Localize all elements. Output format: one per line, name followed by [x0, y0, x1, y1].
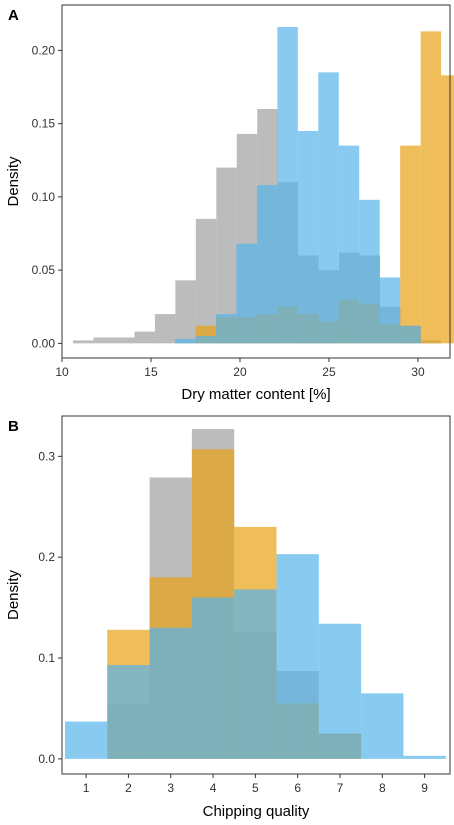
panel-a-frame	[61, 4, 451, 359]
panel-a-y-axis-title: Density	[5, 156, 22, 207]
panel-a-bar	[236, 243, 257, 344]
panel-b-y-axis-title: Density	[5, 569, 22, 620]
panel-b-bar	[403, 755, 446, 759]
panel-a-y-tick-label: 0.15	[32, 117, 56, 131]
panel-b-bar	[107, 665, 150, 759]
panel-a-x-axis-title: Dry matter content [%]	[181, 386, 330, 403]
panel-a-bar	[338, 145, 360, 344]
panel-b-bar	[234, 589, 277, 759]
panel-a-bar	[215, 314, 237, 344]
panel-b-x-axis-title: Chipping quality	[203, 803, 310, 820]
panel-a-y-tick-label: 0.10	[32, 190, 56, 204]
panel-a-bar	[113, 337, 135, 344]
panel-a-bar	[359, 199, 380, 344]
panel-a-bar	[73, 340, 94, 344]
panel-a-x-tick-label: 20	[233, 365, 247, 379]
panel-a-bar	[195, 336, 216, 344]
panel-b-y-tick-label: 0.3	[38, 449, 55, 463]
panel-b-bar	[276, 554, 319, 759]
panel-a-bar	[216, 167, 237, 344]
panel-b-label: B	[8, 418, 19, 435]
panel-b-frame	[61, 415, 451, 775]
panel-b-x-tick-label: 8	[379, 781, 386, 795]
panel-b-x-tick-label: 2	[125, 781, 132, 795]
panel-b-x-tick-label: 3	[167, 781, 174, 795]
panel-b-bar	[318, 623, 362, 759]
panel-a-bar	[256, 185, 278, 344]
panel-a-bar	[400, 145, 421, 344]
panel-b-bar	[149, 627, 192, 759]
panel-b-x-tick-label: 5	[252, 781, 259, 795]
panel-a-y-tick-label: 0.00	[32, 336, 56, 350]
panel-a-series-3	[175, 26, 421, 344]
panel-b-y-tick-label: 0.2	[38, 550, 55, 564]
panel-b-series-3	[64, 554, 446, 759]
panel-b-x-tick-label: 1	[83, 781, 90, 795]
panel-b-x-tick-label: 6	[294, 781, 301, 795]
panel-a-bar	[318, 72, 339, 344]
panel-b-x-tick-label: 4	[210, 781, 217, 795]
panel-a-label: A	[8, 7, 19, 24]
panel-a-y-tick-label: 0.20	[32, 43, 56, 57]
panel-a-bar	[441, 75, 454, 344]
panel-b-x-tick-label: 7	[337, 781, 344, 795]
panel-a-bar	[175, 338, 196, 344]
panel-a-bar	[195, 218, 217, 344]
panel-a-bar	[277, 26, 298, 344]
panel-a-bar	[154, 314, 176, 344]
panel-a-x-tick-label: 25	[322, 365, 336, 379]
panel-b-bar	[64, 721, 108, 759]
panel-a-bar	[134, 331, 155, 344]
panel-a-bar	[400, 325, 421, 344]
panel-a-y-tick-label: 0.05	[32, 263, 56, 277]
panel-a-bar	[420, 31, 442, 344]
panel-b-bar	[361, 693, 404, 759]
panel-b-x-tick-label: 9	[421, 781, 428, 795]
panel-b-bar	[191, 597, 235, 759]
panel-a-bar	[379, 277, 401, 344]
panel-a-bar	[93, 337, 114, 344]
panel-a-x-tick-label: 15	[144, 365, 158, 379]
panel-b-y-tick-label: 0.0	[38, 752, 55, 766]
panel-a-bar	[175, 280, 196, 344]
panel-b-y-tick-label: 0.1	[38, 651, 55, 665]
panel-a: A 0.00 0.05 0.10 0.15 0.20 10 15 20 25 30 Dry matte…	[5, 4, 454, 403]
panel-a-x-tick-label: 30	[411, 365, 425, 379]
panel-b: B 0.0 0.1 0.2 0.3 1 2 3 4 5 6 7 8 9 Chipping quality De…	[5, 415, 451, 820]
panel-a-x-tick-label: 10	[55, 365, 69, 379]
panel-a-bar	[297, 130, 319, 344]
